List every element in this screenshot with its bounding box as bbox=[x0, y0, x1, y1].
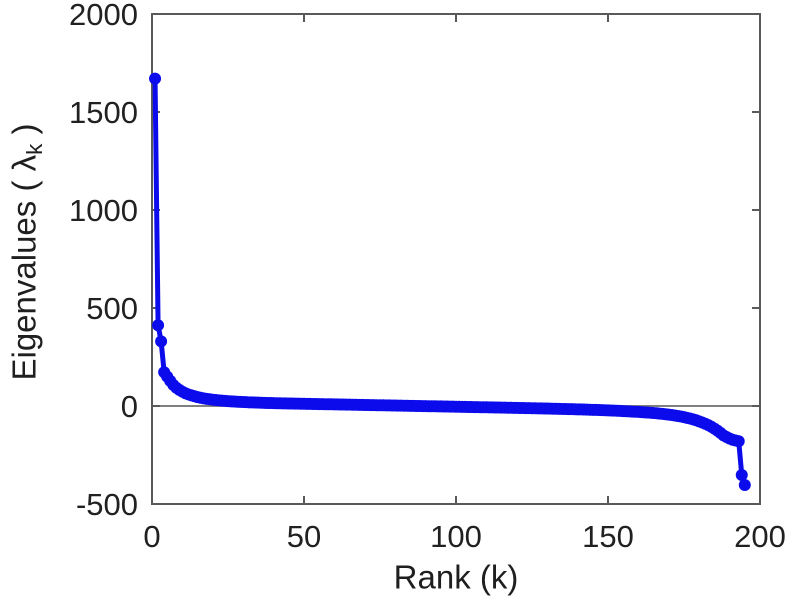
data-point-marker bbox=[735, 468, 748, 481]
x-tick-label: 100 bbox=[430, 519, 482, 554]
data-point-marker bbox=[152, 319, 165, 332]
y-tick-label: 1000 bbox=[69, 193, 138, 228]
axes-box bbox=[151, 13, 761, 505]
y-tick-label: 2000 bbox=[69, 0, 138, 32]
y-axis-title: Eigenvalues ( λk ) bbox=[5, 123, 47, 381]
y-tick-label: 0 bbox=[121, 389, 138, 424]
x-tick-label: 200 bbox=[734, 519, 786, 554]
lambda-subscript: k bbox=[21, 143, 47, 155]
y-tick-label: 500 bbox=[86, 291, 138, 326]
data-point-marker bbox=[732, 435, 745, 448]
data-point-marker bbox=[155, 335, 168, 348]
x-tick-label: 50 bbox=[287, 519, 321, 554]
data-point-marker bbox=[738, 478, 751, 491]
y-tick-label: 1500 bbox=[69, 95, 138, 130]
y-axis-title-prefix: Eigenvalues ( bbox=[5, 171, 43, 381]
x-tick-label: 0 bbox=[143, 519, 160, 554]
x-tick-label: 150 bbox=[582, 519, 634, 554]
y-axis-title-suffix: ) bbox=[5, 123, 43, 144]
data-point-marker bbox=[149, 72, 162, 85]
eigenvalue-curve bbox=[152, 76, 748, 488]
x-axis-title-text: Rank (k) bbox=[393, 558, 519, 596]
lambda-symbol: λ bbox=[5, 154, 43, 172]
y-tick-label: -500 bbox=[76, 487, 138, 522]
x-axis-title: Rank (k) bbox=[394, 561, 519, 594]
